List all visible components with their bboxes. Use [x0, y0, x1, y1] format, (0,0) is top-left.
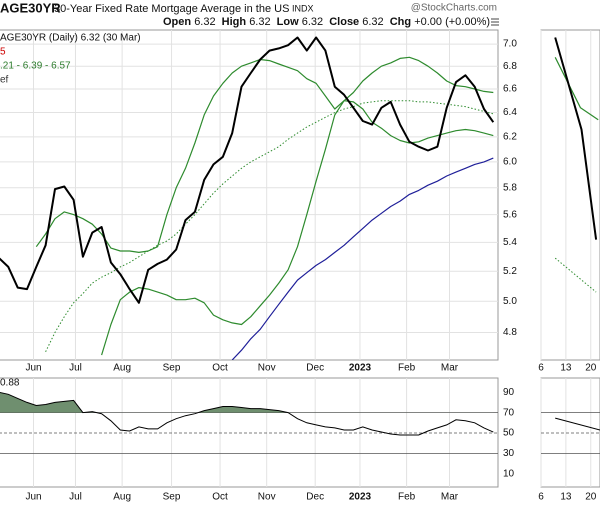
data-line [0, 392, 494, 436]
series-group [554, 37, 599, 293]
y-tick-label: 10 [503, 468, 515, 479]
ohlc-label: Chg [390, 16, 411, 28]
data-line [35, 56, 494, 253]
legend-label: ef [0, 75, 9, 86]
data-line [101, 100, 494, 356]
x-tick-label: 2023 [349, 492, 372, 503]
ohlc: Open 6.32 High 6.32 Low 6.32 Close 6.32 … [163, 16, 490, 28]
data-line [554, 57, 599, 121]
x-tick-label: Dec [306, 492, 324, 503]
legend-label: AGE30YR (Daily) 6.32 (30 Mar) [0, 33, 141, 44]
rsi-group [0, 392, 498, 454]
x-tick-label: Oct [212, 363, 228, 374]
x-tick-label: Aug [113, 492, 131, 503]
x-tick-label: Mar [441, 492, 459, 503]
data-line [0, 36, 495, 304]
x-tick-label: Sep [163, 363, 181, 374]
panel: Jun Jun Jul Jul Aug Aug Sep Sep Oct Oct Nov Nov Dec D… [0, 29, 517, 503]
ohlc-label: Close [329, 16, 359, 28]
ohlc-label: High [222, 16, 247, 28]
x-tick-label: Sep [163, 492, 181, 503]
exchange: INDX [292, 3, 314, 13]
x-tick-label: Nov [258, 363, 276, 374]
x-tick-label: 20 [585, 492, 597, 503]
ohlc-label: Open [163, 16, 191, 28]
ohlc-value: 6.32 [362, 16, 383, 28]
symbol: AGE30YR [0, 0, 61, 15]
x-tick-label: Mar [441, 363, 459, 374]
rsi-label: 0.88 [0, 378, 20, 389]
y-tick-label: 5.4 [503, 237, 517, 248]
ohlc-value: 6.32 [302, 16, 323, 28]
x-tick-label: Dec [306, 363, 324, 374]
y-tick-label: 5.2 [503, 266, 517, 277]
y-tick-label: 70 [503, 407, 515, 418]
panel-frame [0, 29, 499, 361]
rsi-group [541, 412, 600, 454]
chart-title: 30-Year Fixed Rate Mortgage Average in t… [54, 3, 289, 15]
y-tick-label: 7.0 [503, 39, 517, 50]
y-tick-label: 5.8 [503, 182, 517, 193]
source: @StockCharts.com [411, 3, 497, 14]
legend-label: 5 [0, 47, 6, 58]
ohlc-value: 6.32 [249, 16, 270, 28]
y-tick-label: 6.4 [503, 107, 517, 118]
y-tick-label: 4.8 [503, 327, 517, 338]
y-tick-label: 5.0 [503, 296, 517, 307]
panel: 6 6 13 13 20 20 [538, 29, 600, 503]
y-tick-label: 30 [503, 448, 515, 459]
y-tick-label: 6.6 [503, 84, 517, 95]
x-tick-label: Jul [69, 492, 82, 503]
data-line [555, 417, 600, 431]
rsi-fill [0, 392, 289, 413]
x-tick-label: Aug [113, 363, 131, 374]
panel-frame [0, 377, 499, 488]
data-line [45, 100, 494, 353]
y-tick-label: 90 [503, 387, 515, 398]
x-tick-label: Feb [398, 492, 416, 503]
x-tick-label: 6 [538, 363, 544, 374]
x-tick-label: 13 [560, 492, 572, 503]
x-tick-label: Jun [25, 492, 41, 503]
data-line [554, 37, 598, 240]
y-tick-label: 6.0 [503, 157, 517, 168]
ohlc-value: 6.32 [194, 16, 215, 28]
ohlc-value: +0.00 (+0.00%) [414, 16, 490, 28]
panel-frame [540, 377, 600, 488]
data-line [231, 157, 494, 360]
series-group [0, 36, 495, 360]
x-tick-label: 13 [560, 363, 572, 374]
x-tick-label: 20 [585, 363, 597, 374]
x-tick-label: 2023 [349, 363, 372, 374]
x-tick-label: Feb [398, 363, 416, 374]
x-tick-label: Oct [212, 492, 228, 503]
y-tick-label: 50 [503, 428, 515, 439]
legend-label: .21 - 6.39 - 6.57 [0, 61, 71, 72]
y-tick-label: 6.8 [503, 61, 517, 72]
ohlc-label: Low [277, 16, 299, 28]
y-tick-label: 6.2 [503, 131, 517, 142]
y-tick-label: 5.6 [503, 209, 517, 220]
x-tick-label: Jun [25, 363, 41, 374]
x-tick-label: 6 [538, 492, 544, 503]
x-tick-label: Jul [69, 363, 82, 374]
x-tick-label: Nov [258, 492, 276, 503]
menu-icon [491, 18, 499, 26]
